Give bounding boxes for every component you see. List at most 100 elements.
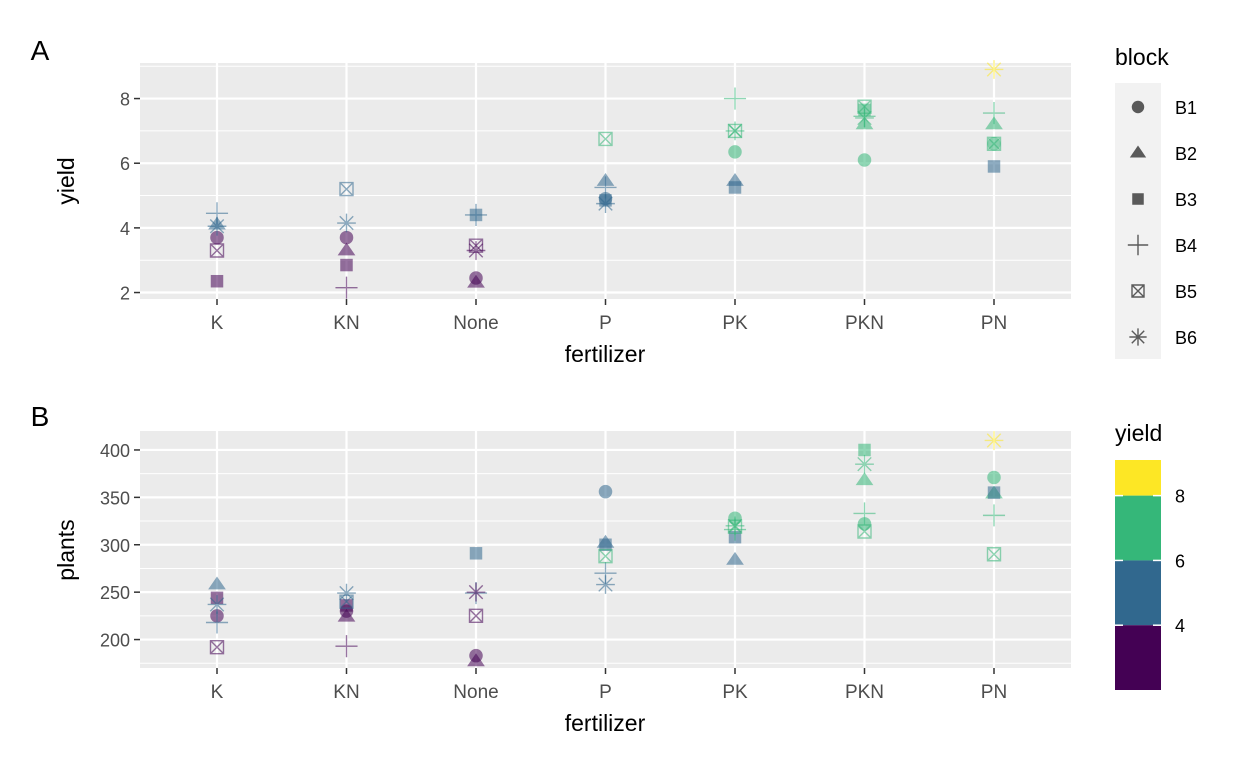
point-b-b2-k bbox=[208, 576, 226, 590]
point-marker bbox=[987, 470, 1001, 485]
panel-tag-a: A bbox=[31, 35, 50, 66]
x-tick-label: K bbox=[211, 682, 224, 703]
point-a-b5-pkn bbox=[857, 99, 872, 114]
point-a-b1-k bbox=[210, 230, 224, 245]
legend-yield-colorbar: 4 6 8 bbox=[1115, 460, 1185, 690]
point-b-b6-pkn bbox=[855, 454, 874, 474]
point-b-b2-pk bbox=[726, 551, 744, 565]
point-marker bbox=[205, 611, 229, 634]
colorbar-bin bbox=[1115, 560, 1161, 626]
point-a-b3-k bbox=[210, 274, 224, 288]
colorbar-bin bbox=[1115, 495, 1161, 561]
point-a-b6-k bbox=[207, 216, 227, 236]
point-marker bbox=[984, 60, 1004, 79]
legend-entry-b2: B2 bbox=[1129, 144, 1197, 164]
legend-block-entries: B1 B2 B3 B4 B5 B6 bbox=[1127, 98, 1197, 348]
point-marker bbox=[596, 575, 615, 594]
y-tick-label: 4 bbox=[120, 219, 130, 239]
point-marker bbox=[207, 595, 227, 614]
x-tick-label: P bbox=[599, 313, 612, 334]
x-axis-title-b: fertilizer bbox=[565, 710, 646, 736]
point-marker bbox=[596, 194, 615, 213]
point-marker bbox=[726, 551, 744, 565]
panel-b: B 200 250 300 350 400 K KN None P PK PKN PN fertili… bbox=[31, 401, 1071, 736]
point-marker bbox=[725, 121, 745, 141]
y-axis-title-a: yield bbox=[53, 157, 79, 204]
legend-key-marker bbox=[1132, 193, 1144, 205]
point-b-b6-pn bbox=[984, 431, 1004, 450]
panel-a: A 2 4 6 8 K KN None P PK PKN PN fertilizer yield bbox=[31, 35, 1071, 367]
points-a bbox=[205, 60, 1006, 299]
point-marker bbox=[467, 653, 485, 667]
point-b-b1-pn bbox=[987, 470, 1001, 485]
point-a-b6-pk bbox=[725, 121, 745, 141]
point-marker bbox=[1127, 234, 1149, 256]
point-a-b1-pkn bbox=[857, 153, 872, 167]
point-b-b2-none bbox=[467, 653, 485, 667]
point-marker bbox=[858, 443, 871, 457]
point-a-b5-kn bbox=[339, 181, 354, 197]
legend-entry-label: B4 bbox=[1175, 236, 1197, 256]
y-tick-label: 200 bbox=[100, 631, 130, 651]
x-tick-label: KN bbox=[333, 313, 359, 334]
point-marker bbox=[337, 213, 356, 233]
point-marker bbox=[598, 548, 613, 564]
point-marker bbox=[598, 484, 613, 499]
point-marker bbox=[466, 241, 486, 260]
point-marker bbox=[599, 538, 612, 551]
point-marker bbox=[987, 486, 1001, 499]
legend-entry-label: B2 bbox=[1175, 144, 1197, 164]
point-marker bbox=[210, 230, 224, 245]
point-b-b6-k bbox=[207, 595, 227, 614]
point-marker bbox=[728, 181, 742, 194]
legend-entry-label: B1 bbox=[1175, 98, 1197, 118]
point-b-b5-pn bbox=[986, 547, 1002, 562]
point-marker bbox=[728, 145, 742, 159]
axis-ticks-a: 2 4 6 8 K KN None P PK PKN PN bbox=[120, 90, 1007, 334]
point-marker bbox=[469, 547, 483, 560]
point-b-b3-pkn bbox=[858, 443, 871, 457]
point-marker bbox=[207, 216, 227, 236]
point-b-b3-p bbox=[599, 538, 612, 551]
y-tick-label: 8 bbox=[120, 90, 130, 110]
point-b-b4-k bbox=[205, 611, 229, 634]
point-marker bbox=[340, 258, 353, 272]
legend-yield: yield 4 6 8 bbox=[1115, 420, 1185, 690]
point-marker bbox=[466, 582, 486, 602]
point-a-b2-kn bbox=[337, 242, 356, 256]
point-marker bbox=[853, 502, 876, 525]
point-marker bbox=[208, 576, 226, 590]
point-b-b6-p bbox=[596, 575, 615, 594]
y-tick-label: 400 bbox=[100, 441, 130, 461]
point-b-b5-k bbox=[209, 639, 225, 655]
point-marker bbox=[855, 108, 874, 128]
legend-entry-label: B6 bbox=[1175, 328, 1197, 348]
point-b-b3-pn bbox=[987, 486, 1001, 499]
point-marker bbox=[339, 230, 354, 245]
point-a-b4-pn bbox=[982, 102, 1006, 125]
colorbar-label: 8 bbox=[1175, 487, 1185, 507]
point-b-b4-pkn bbox=[853, 502, 876, 525]
point-a-b1-pk bbox=[728, 145, 742, 159]
point-b-b5-p bbox=[598, 548, 613, 564]
x-tick-label: PKN bbox=[845, 682, 884, 703]
axis-ticks-b: 200 250 300 350 400 K KN None P PK PKN PN bbox=[100, 441, 1007, 703]
point-marker bbox=[857, 153, 872, 167]
point-marker bbox=[1131, 100, 1145, 114]
x-axis-title-a: fertilizer bbox=[565, 341, 646, 367]
point-marker bbox=[335, 635, 358, 658]
point-b-b6-none bbox=[466, 582, 486, 602]
point-b-b6-pk bbox=[725, 516, 745, 536]
point-a-b3-kn bbox=[340, 258, 353, 272]
point-a-b5-k bbox=[209, 243, 225, 258]
point-b-b6-kn bbox=[337, 583, 356, 603]
point-a-b5-p bbox=[598, 131, 613, 147]
point-marker bbox=[1129, 145, 1147, 158]
point-marker bbox=[982, 102, 1006, 125]
y-tick-label: 350 bbox=[100, 488, 130, 508]
legend-entry-b3: B3 bbox=[1132, 190, 1197, 210]
x-tick-label: None bbox=[453, 313, 498, 334]
point-marker bbox=[857, 524, 872, 539]
point-a-b3-pn bbox=[987, 160, 1001, 173]
